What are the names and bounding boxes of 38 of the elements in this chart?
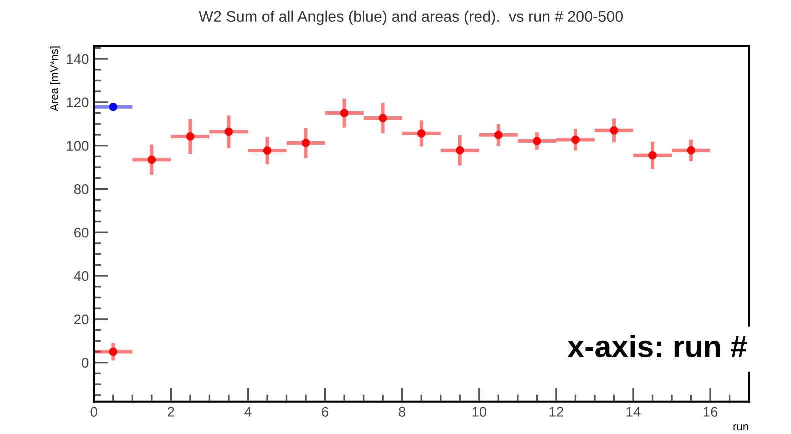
point	[340, 109, 349, 118]
point	[610, 126, 618, 135]
y-tick-label: 20	[74, 314, 89, 325]
point	[224, 128, 234, 136]
x-tick-label: 4	[244, 407, 252, 417]
point	[533, 137, 542, 146]
y-axis-title: Area [mV*ns]	[50, 46, 61, 112]
chart-title: W2 Sum of all Angles (blue) and areas (red). vs run # 200-500	[199, 10, 624, 26]
point	[456, 146, 464, 155]
x-tick-label: 10	[472, 407, 487, 417]
point	[148, 156, 156, 164]
y-tick-label: 140	[67, 54, 89, 64]
x-tick-label: 16	[704, 407, 718, 417]
point	[186, 132, 195, 141]
point	[494, 131, 503, 140]
y-tick-label: 80	[74, 184, 89, 194]
x-tick-label: 6	[322, 407, 329, 417]
point	[263, 146, 272, 155]
x-axis-title: run	[734, 424, 748, 431]
point	[572, 136, 580, 144]
point	[648, 151, 657, 160]
point	[687, 146, 696, 155]
x-tick-label: 8	[399, 407, 406, 417]
point	[378, 114, 388, 122]
y-tick-label: 120	[67, 98, 89, 108]
y-tick-label: 40	[74, 271, 89, 282]
y-tick-label: 60	[74, 228, 89, 238]
x-tick-label: 2	[168, 407, 174, 417]
point	[109, 103, 118, 112]
point	[417, 130, 426, 138]
y-tick-label: 0	[82, 358, 89, 368]
y-tick-label: 100	[67, 141, 89, 151]
point	[109, 348, 118, 356]
x-tick-label: 14	[626, 407, 641, 417]
x-tick-label: 12	[550, 407, 564, 417]
point	[302, 139, 310, 148]
x-tick-label: 0	[90, 407, 98, 417]
annotation: x-axis: run #	[568, 335, 748, 358]
